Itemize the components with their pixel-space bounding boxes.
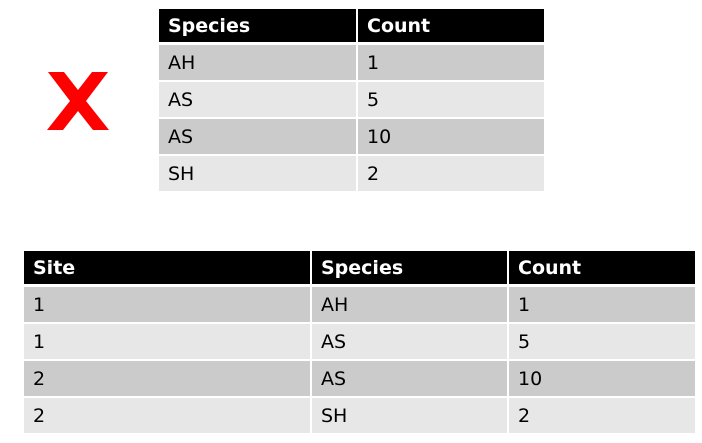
incorrect-table: Species Count AH 1 AS 5 AS 10 SH 2	[159, 9, 544, 192]
cell-species: AS	[159, 81, 356, 118]
table-row: 2 SH 2	[24, 397, 695, 434]
cell-site: 2	[24, 360, 310, 397]
table-row: AS 10	[159, 118, 544, 155]
cell-site: 1	[24, 286, 310, 323]
table-row: SH 2	[159, 155, 544, 192]
cell-site: 2	[24, 397, 310, 434]
cell-species: SH	[159, 155, 356, 192]
cell-count: 10	[507, 360, 695, 397]
column-header-species: Species	[159, 9, 356, 44]
cell-count: 10	[356, 118, 544, 155]
cell-count: 2	[356, 155, 544, 192]
cell-count: 2	[507, 397, 695, 434]
cell-species: AH	[159, 44, 356, 81]
correct-table: Site Species Count 1 AH 1 1 AS 5 2 AS 10	[24, 251, 695, 434]
cell-count: 1	[507, 286, 695, 323]
table-row: 1 AH 1	[24, 286, 695, 323]
table-row: 2 AS 10	[24, 360, 695, 397]
table-row: 1 AS 5	[24, 323, 695, 360]
cell-species: SH	[310, 397, 507, 434]
table-row: AH 1	[159, 44, 544, 81]
column-header-count: Count	[356, 9, 544, 44]
cell-species: AS	[310, 360, 507, 397]
header-row: Species Count	[159, 9, 544, 44]
cell-site: 1	[24, 323, 310, 360]
column-header-species: Species	[310, 251, 507, 286]
cell-species: AH	[310, 286, 507, 323]
cell-count: 5	[356, 81, 544, 118]
column-header-count: Count	[507, 251, 695, 286]
cell-species: AS	[310, 323, 507, 360]
cell-species: AS	[159, 118, 356, 155]
header-row: Site Species Count	[24, 251, 695, 286]
cell-count: 5	[507, 323, 695, 360]
table-row: AS 5	[159, 81, 544, 118]
cell-count: 1	[356, 44, 544, 81]
red-x-icon	[47, 72, 109, 130]
column-header-site: Site	[24, 251, 310, 286]
